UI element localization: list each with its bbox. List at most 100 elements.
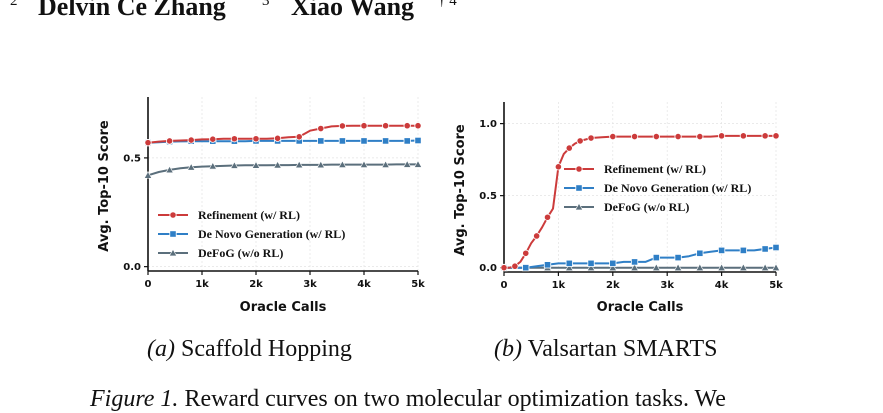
data-point — [554, 163, 563, 171]
author-name: Delvin Ce Zhang — [38, 0, 226, 21]
y-tick-label: 1.0 — [479, 119, 497, 130]
data-point — [717, 246, 726, 254]
data-point — [403, 137, 411, 145]
data-point — [652, 263, 661, 271]
x-tick-label: 0 — [145, 279, 152, 290]
data-point — [187, 162, 196, 171]
x-tick-label: 4k — [357, 279, 371, 290]
subcaption-a: (a) Scaffold Hopping — [147, 336, 352, 363]
data-point — [166, 137, 174, 145]
author-affiliation-sup: 2 — [10, 0, 18, 9]
data-point — [739, 132, 747, 140]
data-point — [696, 132, 704, 141]
data-point — [273, 160, 282, 169]
data-point — [771, 263, 781, 271]
figure-caption: Figure 1. Reward curves on two molecular… — [90, 386, 726, 413]
legend-label: De Novo Generation (w/ RL) — [604, 181, 751, 195]
legend-label: Refinement (w/ RL) — [604, 162, 706, 176]
data-point — [609, 259, 617, 267]
data-point — [338, 160, 347, 168]
x-axis-label: Oracle Calls — [240, 300, 327, 315]
data-point — [316, 160, 325, 169]
subcaption-label: (b) — [494, 336, 522, 362]
x-tick-label: 1k — [195, 279, 209, 290]
data-point — [565, 144, 573, 152]
data-point — [576, 137, 584, 145]
data-point — [695, 263, 705, 271]
data-point — [381, 122, 390, 130]
y-axis-label: Avg. Top-10 Score — [97, 120, 112, 252]
data-point — [414, 136, 422, 145]
data-point — [696, 249, 704, 257]
gridlines — [147, 97, 419, 271]
x-tick-label: 5k — [411, 279, 425, 290]
data-point — [652, 253, 660, 262]
x-tick-label: 0 — [501, 280, 508, 291]
series-circle — [144, 122, 422, 147]
legend-label: Refinement (w/ RL) — [198, 208, 300, 222]
subcaption-label: (a) — [147, 336, 175, 362]
data-point — [169, 230, 177, 238]
data-point — [772, 243, 780, 252]
legend-label: De Novo Generation (w/ RL) — [198, 227, 345, 241]
data-point — [533, 232, 541, 240]
data-point — [575, 184, 583, 192]
series-triangle — [143, 160, 423, 179]
x-tick-label: 2k — [606, 280, 620, 291]
data-point — [608, 263, 617, 271]
data-point — [144, 139, 152, 147]
x-tick-label: 3k — [303, 279, 317, 290]
data-point — [574, 202, 584, 211]
subcaption-b: (b) Valsartan SMARTS — [494, 336, 717, 363]
subcaption-text: Valsartan SMARTS — [527, 336, 718, 362]
data-point — [717, 132, 726, 140]
data-point — [630, 263, 639, 271]
data-point — [500, 264, 508, 272]
data-point — [317, 124, 325, 133]
data-point — [739, 246, 747, 254]
data-point — [739, 263, 748, 271]
data-point — [230, 135, 238, 143]
author-affiliation-sup: † 4 — [438, 0, 457, 9]
x-axis-label: Oracle Calls — [597, 300, 684, 315]
data-point — [772, 132, 780, 140]
data-point — [168, 248, 178, 257]
y-tick-label: 0.5 — [479, 191, 497, 202]
legend: Refinement (w/ RL) De Novo Generation (w/… — [158, 208, 345, 260]
data-point — [414, 122, 422, 130]
data-point — [403, 122, 411, 130]
data-point — [209, 135, 217, 143]
data-point — [522, 264, 530, 272]
data-point — [586, 263, 596, 271]
y-axis-label: Avg. Top-10 Score — [453, 124, 468, 256]
data-point — [630, 132, 639, 141]
legend-label: DeFoG (w/o RL) — [604, 200, 689, 214]
data-point — [143, 171, 153, 179]
author-line: 2 Delvin Ce Zhang 3 Xiao Wang † 4 — [0, 0, 883, 21]
data-point — [187, 136, 195, 144]
data-point — [169, 211, 177, 219]
data-point — [295, 160, 304, 169]
data-point — [630, 258, 639, 266]
series-circle — [500, 132, 780, 272]
data-point — [360, 137, 368, 145]
legend-label: DeFoG (w/o RL) — [198, 246, 283, 260]
data-point — [413, 160, 423, 168]
data-point — [761, 245, 769, 253]
data-point — [565, 259, 573, 267]
legend: Refinement (w/ RL) De Novo Generation (w/… — [564, 162, 751, 214]
data-point — [359, 160, 369, 168]
data-point — [761, 132, 769, 140]
x-tick-label: 2k — [249, 279, 263, 290]
y-tick-label: 0.0 — [479, 263, 497, 274]
x-tick-label: 3k — [660, 280, 674, 291]
data-point — [565, 263, 574, 271]
author-affiliation-sup: 3 — [262, 0, 270, 9]
data-point — [522, 249, 530, 257]
figure-caption-text: Reward curves on two molecular optimizat… — [184, 386, 726, 412]
data-point — [673, 263, 683, 271]
chart-valsartan-smarts: 0 1k 2k 3k 4k 5k 0.0 0.5 1.0 Oracle Calls Avg. Top… — [453, 102, 783, 315]
data-point — [338, 137, 347, 145]
data-point — [273, 134, 282, 142]
data-point — [317, 137, 325, 145]
